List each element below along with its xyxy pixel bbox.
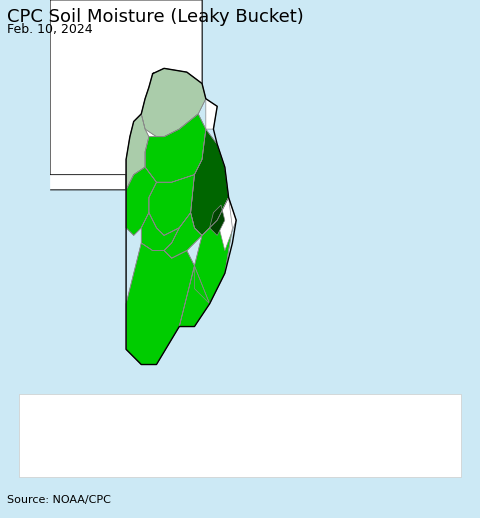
Text: 150: 150 [148,439,166,448]
Polygon shape [153,72,160,80]
Text: Adequate: Adequate [216,400,264,410]
Bar [406,412,447,436]
Polygon shape [126,114,149,190]
Bar [33,412,74,436]
Polygon shape [126,167,156,235]
Bar [74,412,116,436]
Text: 100: 100 [107,439,124,448]
Polygon shape [141,68,206,137]
Text: 50: 50 [68,439,80,448]
Polygon shape [50,0,202,190]
Polygon shape [126,243,194,365]
Bar [323,412,364,436]
Polygon shape [210,205,225,235]
Text: Excessive: Excessive [382,400,430,410]
Text: 700 mm: 700 mm [387,439,425,448]
Polygon shape [206,99,217,129]
Polygon shape [50,0,202,175]
Bar [364,412,406,436]
Text: Abundant: Abundant [299,400,347,410]
Text: Source: NOAA/CPC: Source: NOAA/CPC [7,495,111,505]
Polygon shape [145,114,206,182]
Text: 300: 300 [231,439,249,448]
Text: 600: 600 [356,439,373,448]
Text: CPC Soil Moisture (Leaky Bucket): CPC Soil Moisture (Leaky Bucket) [7,8,304,26]
Polygon shape [194,197,232,304]
Bar [199,412,240,436]
Text: Insufficient: Insufficient [47,400,101,410]
Bar [157,412,199,436]
Text: 500: 500 [314,439,332,448]
Bar [281,412,323,436]
Bar [116,412,157,436]
Bar [240,412,281,436]
Text: 200: 200 [190,439,207,448]
Polygon shape [164,212,202,258]
Text: Limited: Limited [139,400,175,410]
Polygon shape [217,197,236,251]
Polygon shape [149,175,194,235]
Polygon shape [141,212,179,251]
Text: 400: 400 [273,439,290,448]
Text: Feb. 10, 2024: Feb. 10, 2024 [7,23,93,36]
Polygon shape [191,129,228,235]
Polygon shape [179,266,210,326]
